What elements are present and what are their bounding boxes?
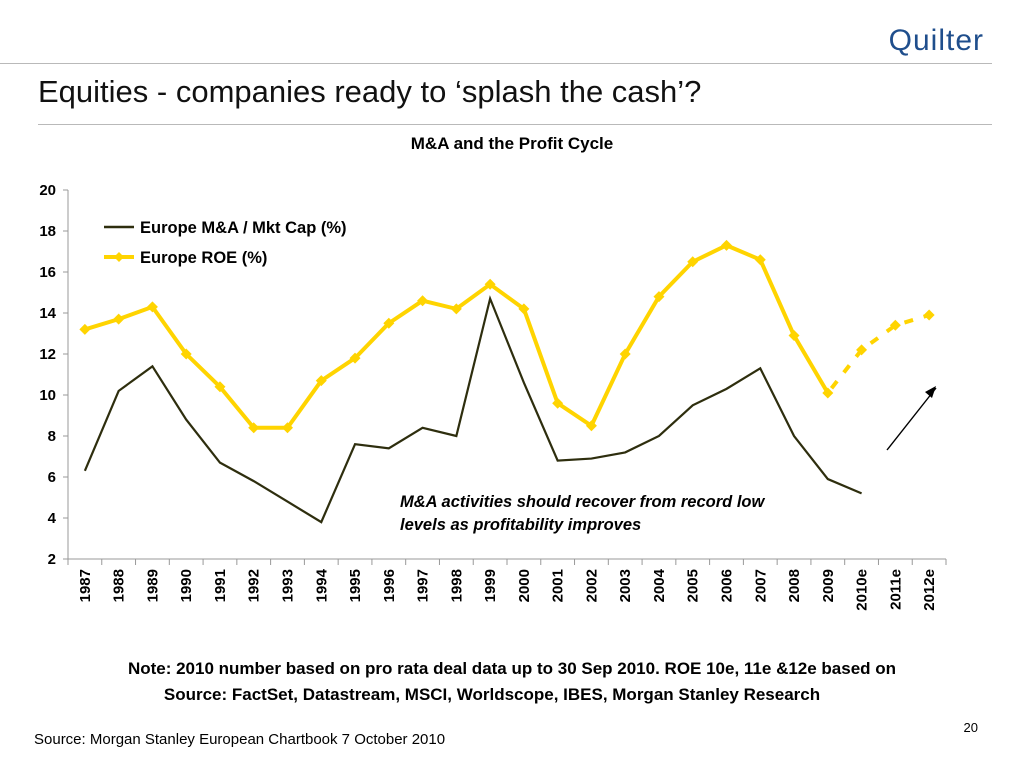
x-tick-label: 2004 xyxy=(651,568,668,602)
roe-point-marker xyxy=(518,303,530,315)
roe-point-marker xyxy=(282,422,293,434)
roe-point-marker xyxy=(822,387,834,399)
annotation-line-1: M&A activities should recover from recor… xyxy=(400,493,765,511)
x-tick-label: 1999 xyxy=(482,569,499,602)
y-tick-label: 2 xyxy=(48,551,56,568)
x-tick-label: 2012e xyxy=(921,569,938,611)
x-tick-label: 2003 xyxy=(617,569,634,602)
upward-trend-arrow-icon xyxy=(886,387,937,451)
roe-point-marker xyxy=(585,420,597,432)
roe-point-marker xyxy=(248,422,260,434)
roe-point-marker xyxy=(146,301,158,313)
series-europe-ma-line xyxy=(83,295,863,524)
x-tick-label: 2009 xyxy=(820,569,837,602)
header-divider xyxy=(0,63,992,64)
roe-point-marker xyxy=(315,375,327,387)
roe-point-marker xyxy=(349,352,361,364)
x-tick-label: 1998 xyxy=(448,569,465,602)
x-tick-label: 1988 xyxy=(111,569,128,602)
legend-ma-label: Europe M&A / Mkt Cap (%) xyxy=(140,219,347,237)
quilter-logo: Quilter xyxy=(888,24,984,57)
roe-point-marker xyxy=(653,291,665,303)
x-tick-label: 2007 xyxy=(752,569,769,602)
x-tick-label: 2008 xyxy=(786,569,803,602)
slide-title: Equities - companies ready to ‘splash th… xyxy=(38,74,702,109)
x-tick-label: 2005 xyxy=(685,569,702,602)
roe-point-marker xyxy=(79,323,91,335)
y-tick-label: 4 xyxy=(48,510,57,527)
roe-point-marker xyxy=(417,295,429,307)
roe-point-marker xyxy=(788,330,800,342)
x-tick-label: 1992 xyxy=(246,569,263,602)
x-tick-label: 2006 xyxy=(719,569,736,602)
x-tick-label: 1993 xyxy=(280,569,297,602)
y-tick-label: 6 xyxy=(48,469,56,486)
legend-roe-label: Europe ROE (%) xyxy=(140,249,267,267)
note-source: Source: FactSet, Datastream, MSCI, World… xyxy=(163,685,821,704)
x-tick-label: 2002 xyxy=(583,569,600,602)
x-tick-label: 1997 xyxy=(415,569,432,602)
roe-point-marker xyxy=(552,397,564,409)
chart-series xyxy=(79,239,935,524)
x-tick-label: 2011e xyxy=(887,569,904,610)
legend-roe-marker xyxy=(114,252,124,262)
roe-point-marker xyxy=(383,317,395,329)
x-tick-label: 1994 xyxy=(313,568,330,602)
x-tick-label: 1990 xyxy=(178,569,195,602)
roe-point-marker xyxy=(180,348,192,360)
source-footer: Source: Morgan Stanley European Chartboo… xyxy=(34,731,446,748)
roe-point-marker xyxy=(923,309,935,321)
y-tick-label: 8 xyxy=(48,428,56,445)
page-number: 20 xyxy=(963,720,978,735)
y-tick-label: 12 xyxy=(39,346,56,363)
arrow-head-icon xyxy=(925,386,936,398)
y-tick-label: 18 xyxy=(39,223,56,240)
y-tick-label: 20 xyxy=(39,182,56,199)
x-tick-label: 2001 xyxy=(550,569,567,602)
chart-legend: Europe M&A / Mkt Cap (%) Europe ROE (%) xyxy=(104,219,347,267)
y-tick-label: 16 xyxy=(39,264,56,281)
x-tick-label: 1996 xyxy=(381,569,398,602)
y-tick-label: 10 xyxy=(39,387,56,404)
x-tick-label: 1995 xyxy=(347,569,364,602)
x-tick-label: 1989 xyxy=(144,569,161,602)
series-europe-roe-line xyxy=(84,243,830,430)
x-tick-label: 2010e xyxy=(854,569,871,611)
roe-point-marker xyxy=(754,254,766,266)
x-tick-label: 1991 xyxy=(212,569,229,602)
y-tick-label: 14 xyxy=(39,305,56,322)
chart-note: Note: 2010 number based on pro rata deal… xyxy=(0,656,1024,708)
note-text: Note: 2010 number based on pro rata deal… xyxy=(127,659,897,678)
roe-point-marker xyxy=(619,348,631,360)
roe-point-marker xyxy=(687,256,699,268)
chart-title: M&A and the Profit Cycle xyxy=(410,134,614,153)
roe-point-marker xyxy=(856,344,868,356)
x-tick-label: 2000 xyxy=(516,569,533,602)
roe-point-marker xyxy=(484,278,496,290)
annotation-line-2: levels as profitability improves xyxy=(400,516,641,534)
roe-point-marker xyxy=(214,381,226,393)
chart-axes: 2 4 6 8 10 12 14 16 18 20 1987 1988 1989 1990 1991 1992… xyxy=(39,182,947,611)
roe-point-marker xyxy=(721,239,732,251)
x-tick-label: 1987 xyxy=(77,569,94,602)
roe-point-marker xyxy=(889,319,901,331)
title-divider xyxy=(38,124,992,125)
roe-point-marker xyxy=(113,313,125,325)
roe-point-marker xyxy=(450,303,462,315)
series-europe-roe-estimate-line xyxy=(826,313,930,395)
